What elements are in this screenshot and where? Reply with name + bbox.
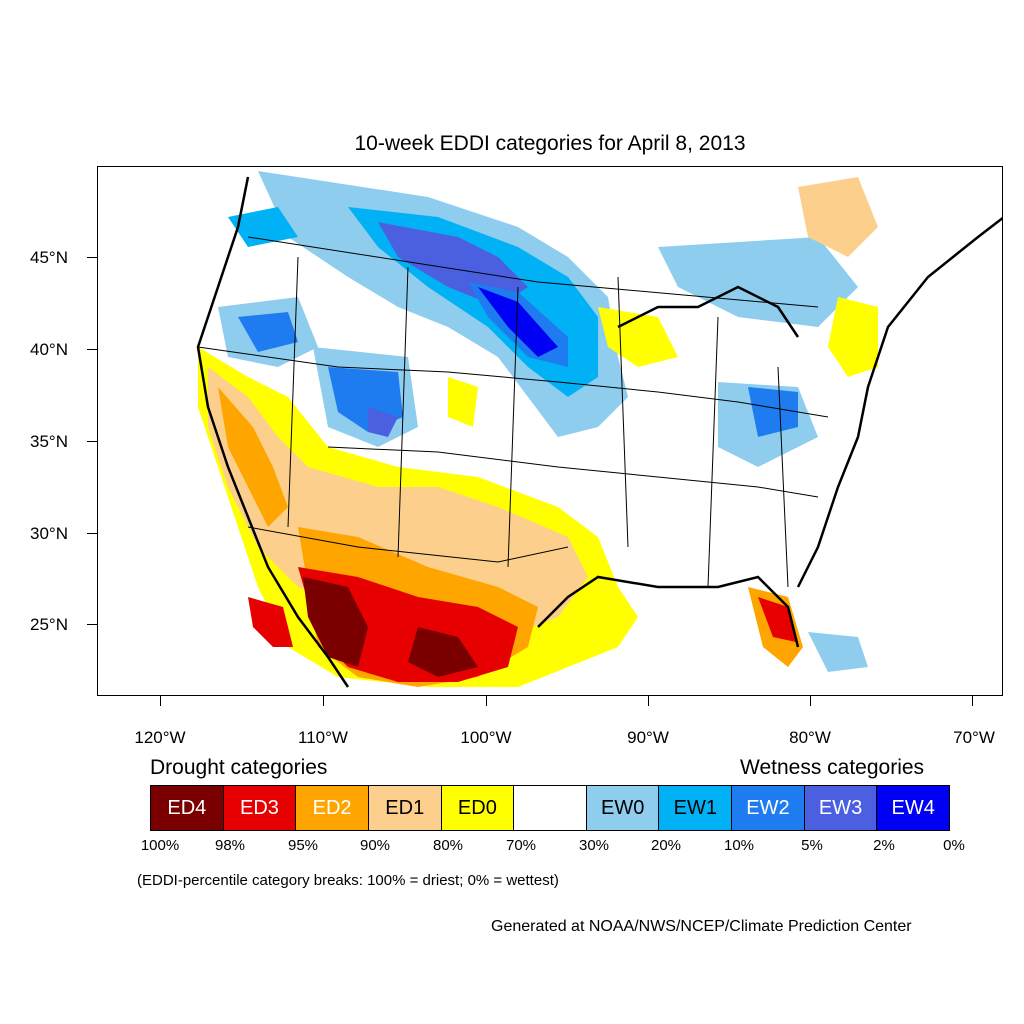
legend-cell-ed0: ED0 (441, 786, 515, 830)
legend-cell-ed1: ED1 (368, 786, 442, 830)
lon-label-70w: 70°W (953, 728, 995, 747)
lon-tick (648, 696, 649, 706)
break-label: 95% (287, 837, 319, 854)
lat-label-45n: 45°N (30, 248, 68, 267)
eddi-map (97, 166, 1003, 696)
break-label: 100% (140, 837, 180, 854)
drought-heading: Drought categories (150, 756, 328, 779)
legend-cell-ew0: EW0 (586, 786, 660, 830)
legend-cell-ew1: EW1 (659, 786, 733, 830)
lon-label-120w: 120°W (134, 728, 186, 747)
break-label: 10% (723, 837, 755, 854)
lon-tick (486, 696, 487, 706)
drought-regions (198, 177, 878, 687)
lat-tick (87, 441, 97, 442)
lat-label-35n: 35°N (30, 432, 68, 451)
break-label: 98% (214, 837, 246, 854)
break-label: 30% (578, 837, 610, 854)
lat-label-40n: 40°N (30, 340, 68, 359)
lat-label-30n: 30°N (30, 524, 68, 543)
lon-label-80w: 80°W (789, 728, 831, 747)
wetness-heading: Wetness categories (740, 756, 925, 779)
lat-tick (87, 349, 97, 350)
break-label: 80% (432, 837, 464, 854)
category-note: (EDDI-percentile category breaks: 100% =… (137, 872, 559, 889)
break-label: 90% (359, 837, 391, 854)
lon-tick (160, 696, 161, 706)
wetness-regions (218, 171, 868, 672)
boundaries (197, 236, 829, 588)
legend-cell-ew4: EW4 (877, 786, 950, 830)
legend-colorbar: ED4 ED3 ED2 ED1 ED0 EW0 EW1 EW2 EW3 EW4 (150, 785, 950, 831)
legend-cell-ed2: ED2 (296, 786, 369, 830)
legend-cell-ed4: ED4 (151, 786, 224, 830)
legend-cell-neutral (514, 786, 587, 830)
credit-line: Generated at NOAA/NWS/NCEP/Climate Predi… (491, 918, 912, 935)
break-label: 20% (650, 837, 682, 854)
lat-tick (87, 624, 97, 625)
lat-label-25n: 25°N (30, 615, 68, 634)
lon-label-100w: 100°W (460, 728, 512, 747)
break-label: 5% (801, 837, 823, 854)
break-label: 70% (505, 837, 537, 854)
lon-tick (972, 696, 973, 706)
lon-label-110w: 110°W (298, 728, 348, 747)
legend-cell-ew2: EW2 (732, 786, 805, 830)
map-title: 10-week EDDI categories for April 8, 201… (354, 132, 746, 155)
legend-cell-ew3: EW3 (804, 786, 878, 830)
map-canvas (196, 171, 1002, 688)
break-label: 2% (873, 837, 895, 854)
lon-tick (810, 696, 811, 706)
lat-tick (87, 257, 97, 258)
lon-tick (323, 696, 324, 706)
lat-tick (87, 533, 97, 534)
coastlines (196, 176, 1002, 688)
lon-label-90w: 90°W (627, 728, 669, 747)
break-label: 0% (943, 837, 965, 854)
legend-cell-ed3: ED3 (223, 786, 297, 830)
